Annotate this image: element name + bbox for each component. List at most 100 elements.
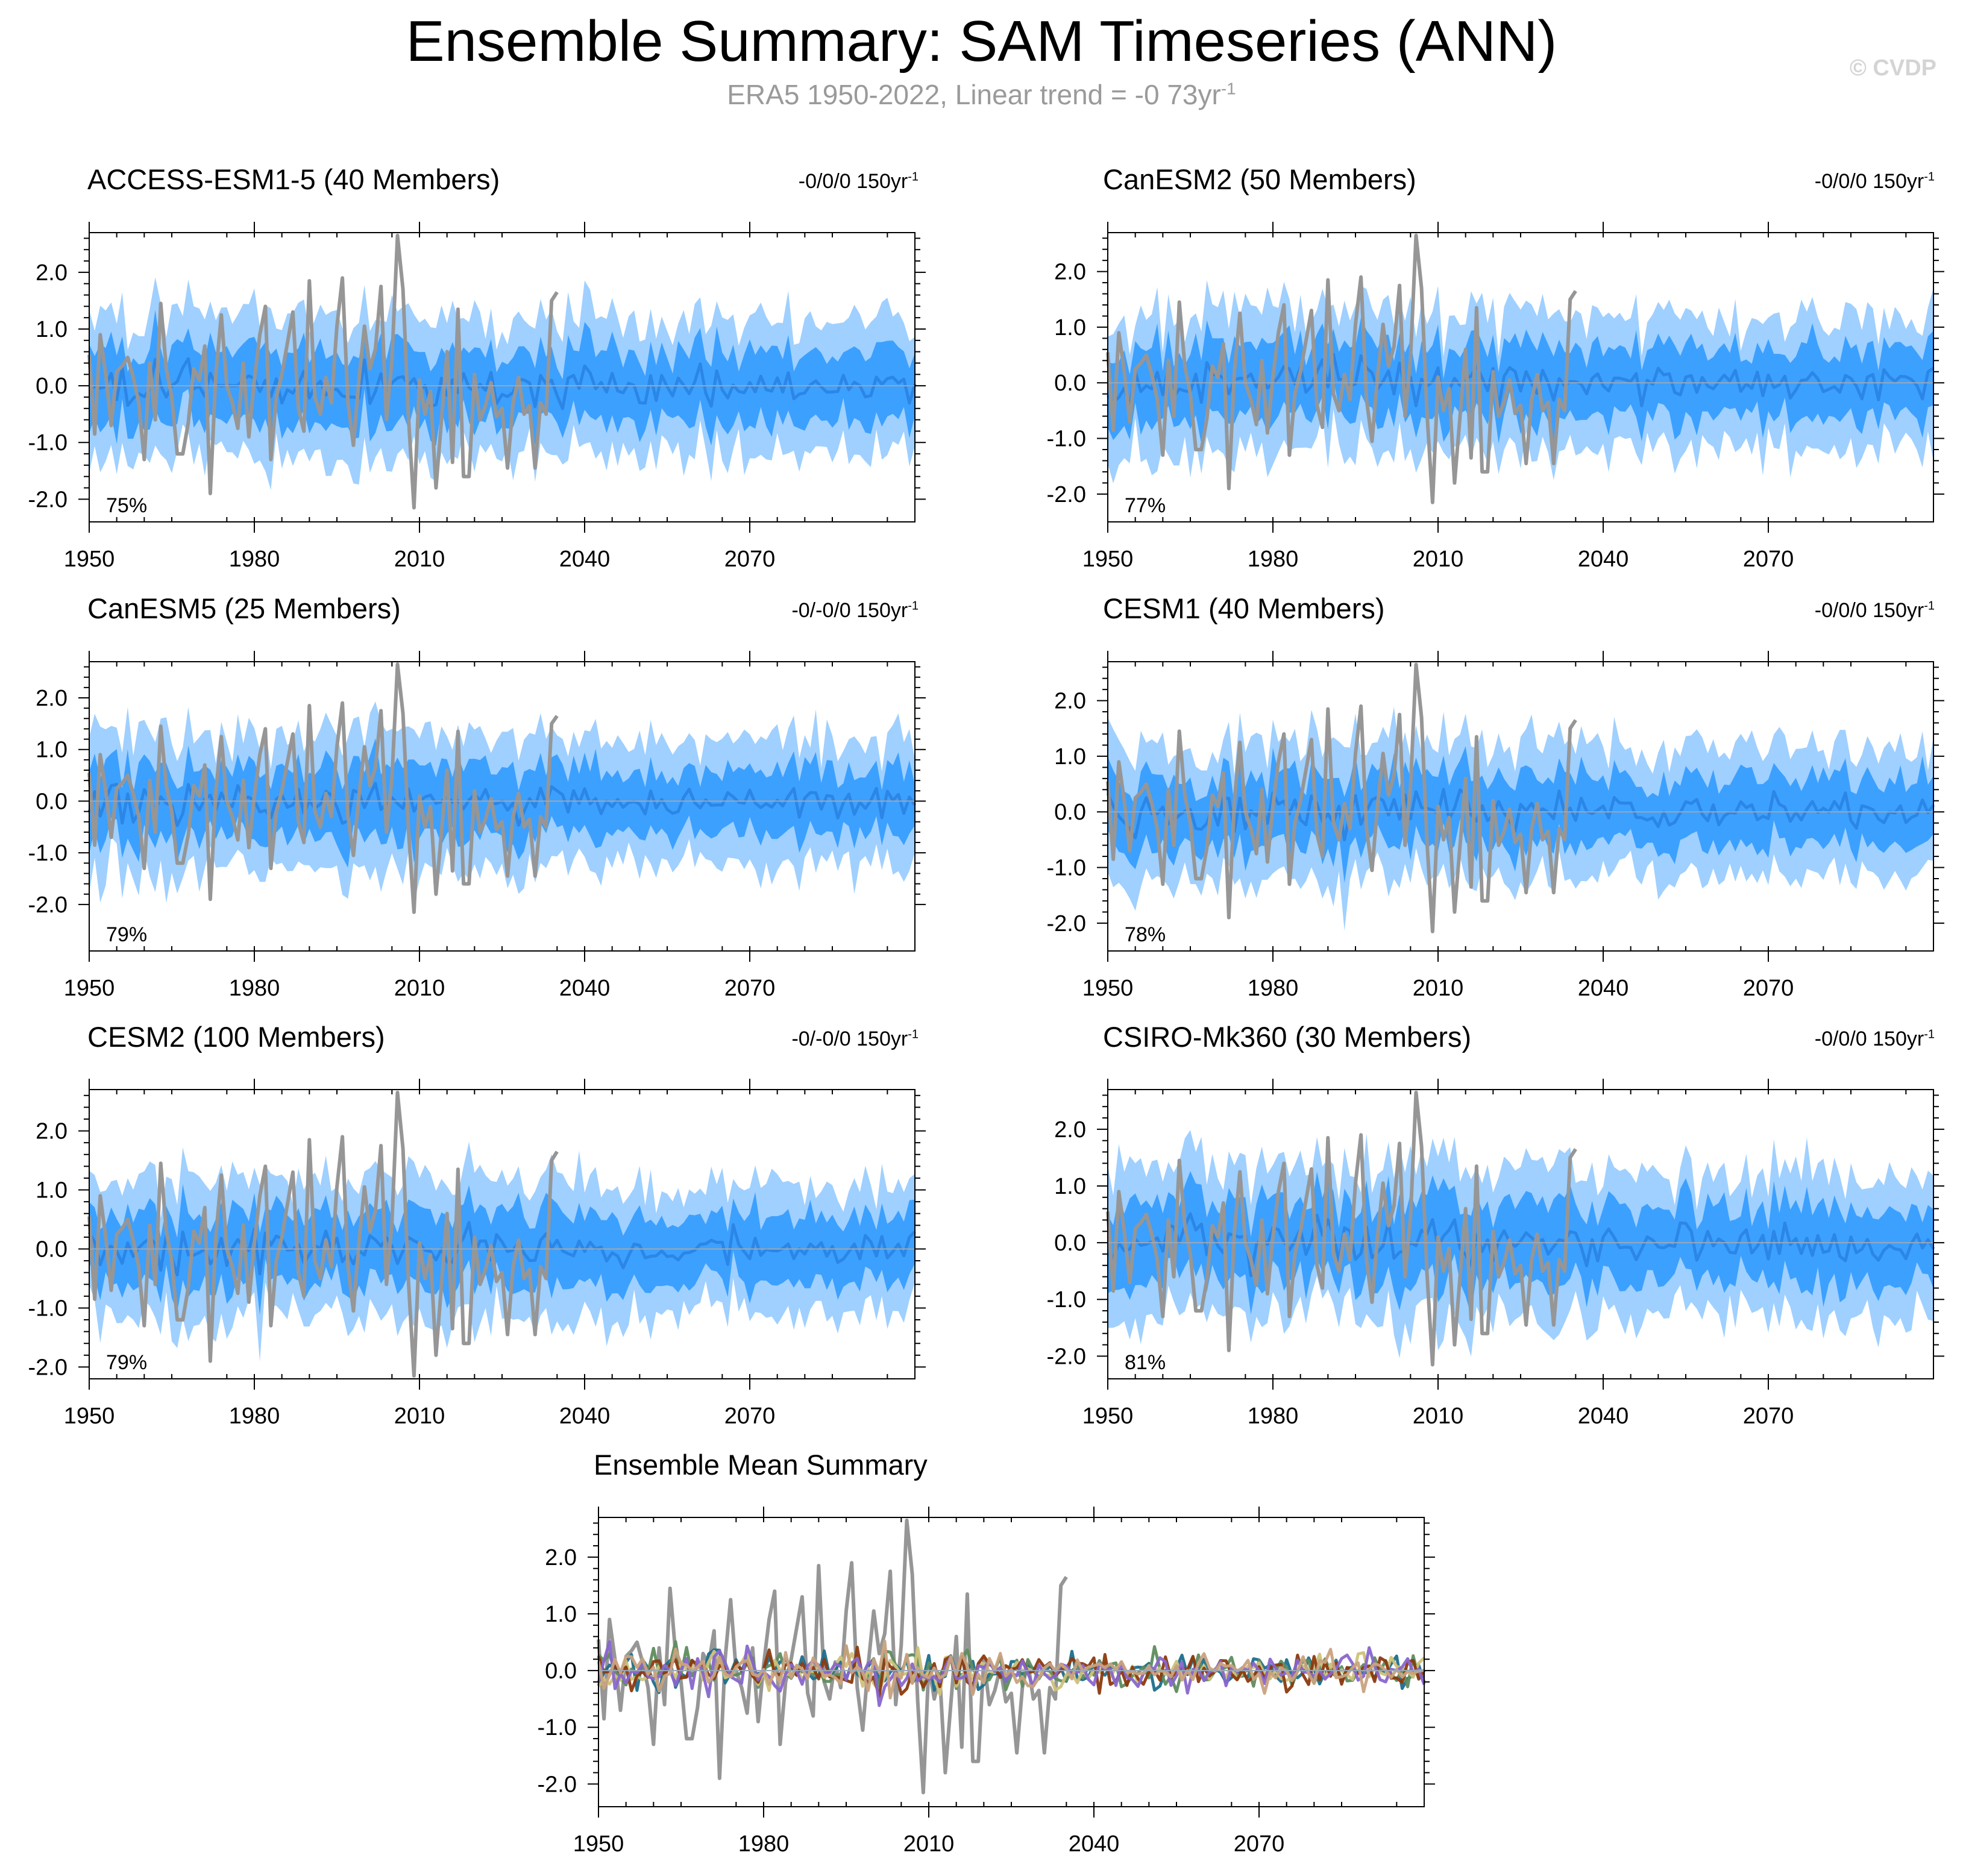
y-tick-label: -2.0 (28, 1355, 68, 1380)
x-tick-label: 2040 (1578, 1404, 1629, 1429)
subtitle-superscript: -1 (1220, 79, 1236, 98)
y-tick-label: -1.0 (538, 1715, 577, 1740)
observations-line (87, 662, 559, 914)
x-tick-label: 2040 (559, 1404, 611, 1429)
x-tick-label: 2010 (394, 1404, 445, 1429)
panel-title-canesm2: CanESM2 (50 Members) (1103, 163, 1416, 195)
cvdp-watermark: © CVDP (1849, 55, 1936, 81)
chart-panel-cesm1: 1950 1980 2010 2040 2070 2.0 1.0 0.0 -1.0 -2.0 78% (1047, 651, 1944, 1001)
x-tick-label: 2040 (1578, 976, 1629, 1001)
y-tick-label: -2.0 (1047, 911, 1086, 936)
observations-line (1106, 233, 1577, 504)
y-tick-label: 2.0 (1054, 689, 1086, 714)
x-tick-label: 2010 (394, 976, 445, 1001)
panel-title-cesm2: CESM2 (100 Members) (87, 1021, 385, 1053)
x-tick-label: 2040 (559, 547, 611, 572)
percent-label: 78% (1125, 923, 1166, 946)
y-tick-label: 0.0 (1054, 371, 1086, 396)
x-tick-label: 2010 (1413, 1404, 1464, 1429)
panel-trend-cesm1: -0/0/0 150yr-1 (1694, 599, 1935, 623)
x-tick-label: 1950 (1082, 976, 1134, 1001)
trend-text: -0/-0/0 150yr (791, 599, 908, 622)
observations-line (87, 1090, 559, 1378)
observations-line (597, 1518, 1068, 1795)
y-tick-label: -1.0 (28, 841, 68, 866)
inner-band-25-75 (89, 310, 915, 446)
panel-trend-canesm5: -0/-0/0 150yr-1 (677, 599, 919, 623)
y-tick-label: -1.0 (28, 430, 68, 456)
x-tick-label: 2010 (1413, 547, 1464, 572)
y-tick-label: -1.0 (28, 1296, 68, 1321)
observations-line (1106, 1090, 1577, 1367)
percent-label: 77% (1125, 494, 1166, 517)
y-tick-label: 1.0 (1054, 315, 1086, 340)
x-tick-label: 2010 (394, 547, 445, 572)
y-tick-label: 1.0 (36, 738, 68, 763)
y-tick-label: 0.0 (36, 1237, 68, 1262)
observations-line (1106, 662, 1577, 933)
x-tick-label: 2070 (724, 976, 776, 1001)
percent-label: 79% (106, 923, 147, 946)
panel-title-csiro: CSIRO-Mk360 (30 Members) (1103, 1021, 1472, 1053)
x-tick-label: 1950 (1082, 547, 1134, 572)
observations-line (87, 233, 559, 510)
percent-label: 81% (1125, 1351, 1166, 1374)
trend-superscript: -1 (908, 599, 919, 613)
chart-panel-canesm5: 1950 1980 2010 2040 2070 2.0 1.0 0.0 -1.0 -2.0 79% (28, 651, 926, 1001)
trend-text: -0/0/0 150yr (1814, 599, 1924, 622)
x-tick-label: 1950 (573, 1831, 624, 1857)
y-tick-label: 0.0 (36, 789, 68, 814)
trend-superscript: -1 (908, 1027, 919, 1041)
percent-label: 79% (106, 1351, 147, 1374)
x-tick-label: 2070 (1743, 1404, 1794, 1429)
x-tick-label: 2070 (1234, 1831, 1285, 1857)
x-tick-label: 2040 (559, 976, 611, 1001)
panel-trend-canesm2: -0/0/0 150yr-1 (1694, 170, 1935, 193)
panel-title-access: ACCESS-ESM1-5 (40 Members) (87, 163, 500, 195)
trend-text: -0/-0/0 150yr (791, 1027, 908, 1050)
x-tick-label: 2010 (1413, 976, 1464, 1001)
x-tick-label: 2070 (724, 547, 776, 572)
x-tick-label: 2010 (903, 1831, 955, 1857)
y-tick-label: -2.0 (28, 487, 68, 512)
trend-text: -0/0/0 150yr (1814, 1027, 1924, 1050)
y-tick-label: 1.0 (36, 317, 68, 342)
figure-title: Ensemble Summary: SAM Timeseries (ANN) (406, 9, 1557, 74)
y-tick-label: 1.0 (36, 1178, 68, 1203)
x-tick-label: 1980 (229, 976, 280, 1001)
panel-title-canesm5: CanESM5 (25 Members) (87, 592, 401, 624)
chart-panel-csiro: 1950 1980 2010 2040 2070 2.0 1.0 0.0 -1.0 -2.0 81% (1047, 1079, 1944, 1429)
x-tick-label: 2070 (724, 1404, 776, 1429)
y-tick-label: -2.0 (538, 1772, 577, 1797)
y-tick-label: 1.0 (545, 1602, 577, 1627)
panel-title-cesm1: CESM1 (40 Members) (1103, 592, 1385, 624)
y-tick-label: 2.0 (36, 686, 68, 711)
chart-panel-cesm2: 1950 1980 2010 2040 2070 2.0 1.0 0.0 -1.0 -2.0 79% (28, 1079, 926, 1429)
x-tick-label: 2070 (1743, 547, 1794, 572)
ensemble-mean-line-access-esm1-5 (597, 1648, 1426, 1695)
trend-text: -0/0/0 150yr (798, 170, 908, 193)
y-tick-label: 2.0 (545, 1545, 577, 1570)
y-tick-label: 0.0 (545, 1658, 577, 1684)
x-tick-label: 1980 (738, 1831, 790, 1857)
figure-subtitle: ERA5 1950-2022, Linear trend = -0 73yr-1 (0, 78, 1963, 111)
x-tick-label: 2040 (1578, 547, 1629, 572)
x-tick-label: 2040 (1069, 1831, 1120, 1857)
panel-trend-access: -0/0/0 150yr-1 (677, 170, 919, 193)
x-tick-label: 1980 (229, 547, 280, 572)
y-tick-label: -2.0 (1047, 1344, 1086, 1369)
y-tick-label: -1.0 (1047, 856, 1086, 881)
x-tick-label: 1980 (1248, 547, 1299, 572)
panel-trend-csiro: -0/0/0 150yr-1 (1694, 1027, 1935, 1051)
y-tick-label: 2.0 (36, 260, 68, 286)
y-tick-label: 1.0 (1054, 1174, 1086, 1199)
panel-title-summary: Ensemble Mean Summary (594, 1449, 928, 1481)
ensemble-mean-line (87, 1221, 916, 1277)
chart-panel-access: 1950 1980 2010 2040 2070 2.0 1.0 0.0 -1.0 -2.0 75% (28, 222, 926, 572)
chart-panel-summary: 1950 1980 2010 2040 2070 2.0 1.0 0.0 -1.0 -2.0 (538, 1507, 1435, 1857)
y-tick-label: 0.0 (36, 374, 68, 399)
trend-superscript: -1 (908, 170, 919, 184)
x-tick-label: 1950 (64, 1404, 115, 1429)
y-tick-label: 2.0 (1054, 260, 1086, 285)
y-tick-label: -2.0 (28, 893, 68, 918)
